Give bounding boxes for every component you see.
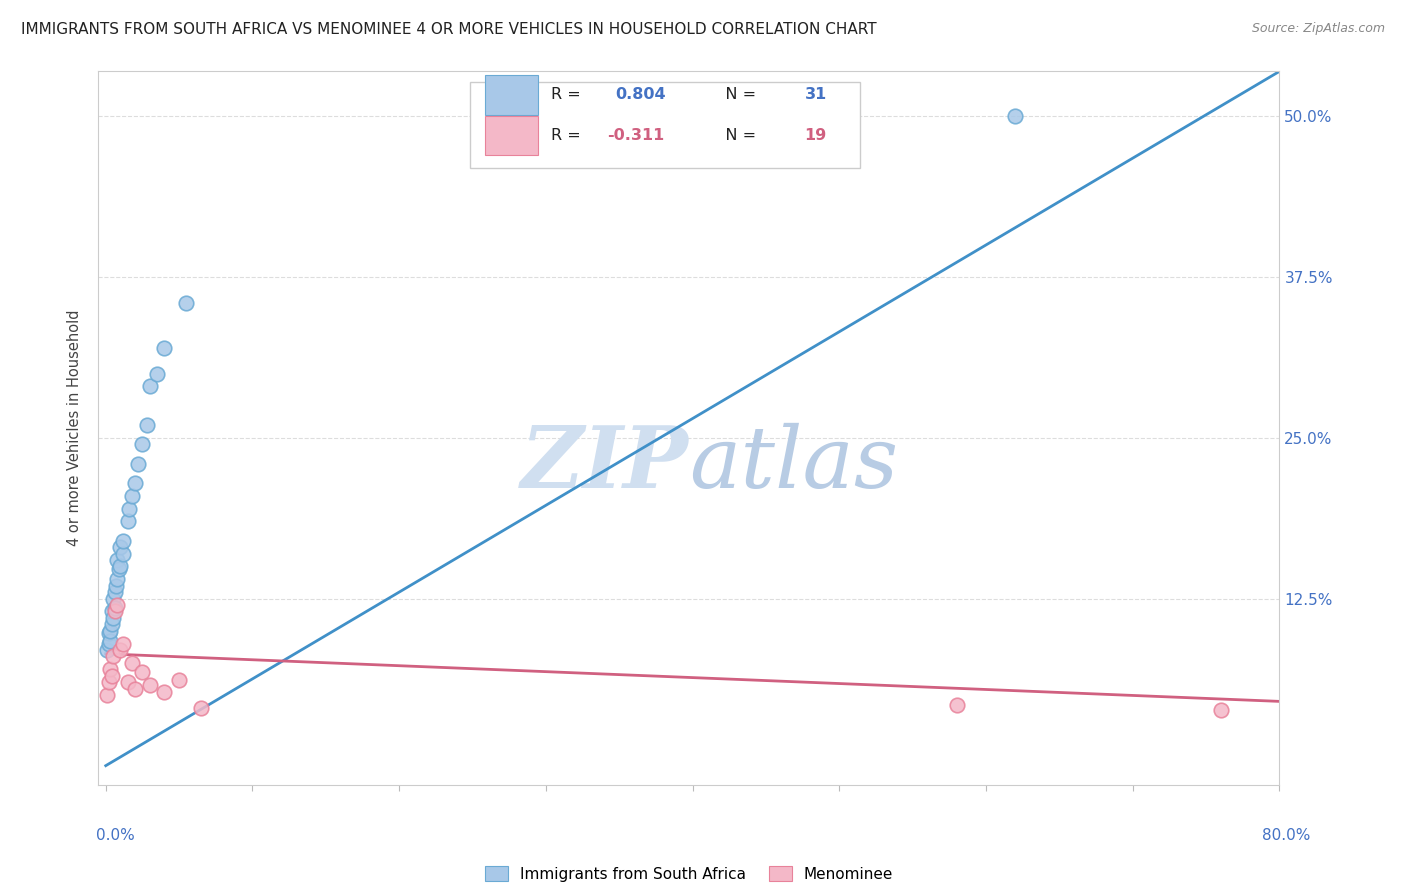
Text: 80.0%: 80.0% — [1263, 828, 1310, 843]
Point — [108, 562, 131, 576]
Point — [96, 688, 118, 702]
Point — [131, 665, 153, 679]
Point — [97, 636, 120, 650]
Point — [153, 685, 176, 699]
Point — [103, 600, 125, 615]
Point — [98, 634, 121, 648]
Point — [101, 591, 124, 606]
Point — [112, 636, 135, 650]
Point — [131, 437, 153, 451]
Text: 0.0%: 0.0% — [96, 828, 135, 843]
Point — [176, 295, 198, 310]
Legend: Immigrants from South Africa, Menominee: Immigrants from South Africa, Menominee — [478, 860, 900, 888]
Point — [112, 533, 135, 548]
Point — [103, 585, 125, 599]
Point — [103, 604, 125, 618]
Point — [121, 489, 143, 503]
Point — [124, 475, 146, 490]
Point — [107, 572, 129, 586]
Point — [98, 662, 121, 676]
Text: Source: ZipAtlas.com: Source: ZipAtlas.com — [1251, 22, 1385, 36]
Point — [98, 624, 121, 638]
Point — [190, 701, 212, 715]
Point — [153, 341, 176, 355]
Text: ZIP: ZIP — [522, 422, 689, 506]
Point — [96, 643, 118, 657]
Point — [105, 579, 128, 593]
Point — [97, 626, 120, 640]
Point — [945, 698, 967, 713]
Point — [117, 515, 139, 529]
Point — [1209, 703, 1232, 717]
Point — [121, 656, 143, 670]
Text: R =: R = — [551, 87, 586, 103]
Point — [139, 379, 162, 393]
Point — [110, 559, 132, 574]
Point — [135, 417, 157, 432]
Point — [167, 673, 190, 687]
Point — [146, 367, 169, 381]
Point — [101, 611, 124, 625]
Point — [139, 678, 162, 692]
Text: N =: N = — [710, 87, 762, 103]
Point — [100, 668, 122, 682]
Point — [127, 457, 149, 471]
Text: -0.311: -0.311 — [607, 128, 665, 143]
Text: R =: R = — [551, 128, 586, 143]
FancyBboxPatch shape — [471, 82, 860, 168]
Y-axis label: 4 or more Vehicles in Household: 4 or more Vehicles in Household — [67, 310, 83, 547]
Point — [124, 681, 146, 696]
Text: N =: N = — [710, 128, 762, 143]
Text: 31: 31 — [804, 87, 827, 103]
Point — [117, 675, 139, 690]
FancyBboxPatch shape — [485, 75, 537, 114]
Point — [100, 617, 122, 632]
Point — [1004, 109, 1026, 123]
Point — [101, 649, 124, 664]
Text: IMMIGRANTS FROM SOUTH AFRICA VS MENOMINEE 4 OR MORE VEHICLES IN HOUSEHOLD CORREL: IMMIGRANTS FROM SOUTH AFRICA VS MENOMINE… — [21, 22, 877, 37]
FancyBboxPatch shape — [485, 116, 537, 155]
Point — [110, 643, 132, 657]
Point — [97, 675, 120, 690]
Point — [118, 501, 141, 516]
Point — [112, 547, 135, 561]
Text: 0.804: 0.804 — [616, 87, 666, 103]
Point — [100, 604, 122, 618]
Text: atlas: atlas — [689, 423, 898, 505]
Text: 19: 19 — [804, 128, 827, 143]
Point — [110, 540, 132, 554]
Point — [107, 553, 129, 567]
Point — [107, 598, 129, 612]
